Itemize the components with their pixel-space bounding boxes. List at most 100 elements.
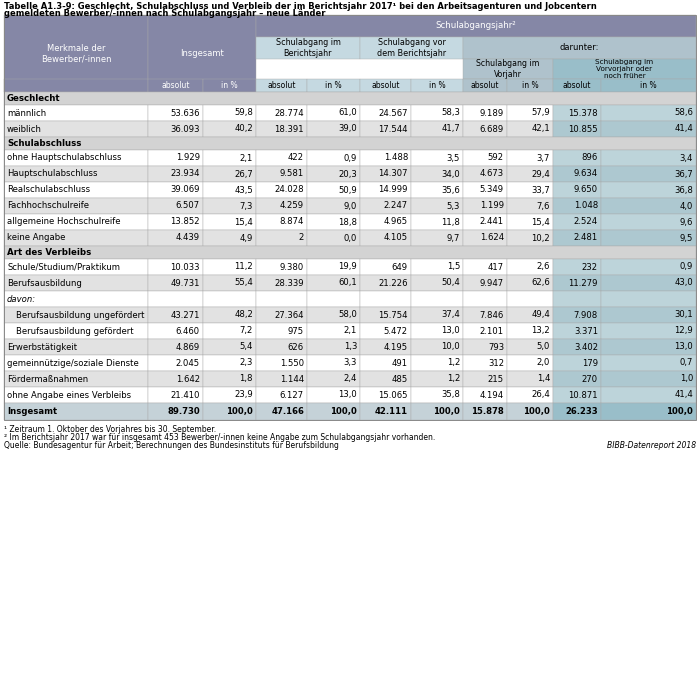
Bar bbox=[148, 307, 203, 323]
Bar bbox=[4, 259, 148, 275]
Bar bbox=[360, 355, 411, 371]
Text: 49.731: 49.731 bbox=[171, 279, 200, 288]
Text: 1.642: 1.642 bbox=[176, 374, 200, 384]
Bar bbox=[553, 275, 601, 291]
Text: 793: 793 bbox=[488, 342, 504, 351]
Bar bbox=[601, 387, 696, 403]
Bar bbox=[307, 403, 360, 420]
Text: 6.460: 6.460 bbox=[176, 326, 200, 335]
Bar bbox=[360, 105, 411, 121]
Bar bbox=[553, 230, 601, 246]
Bar bbox=[507, 166, 553, 182]
Text: 24.567: 24.567 bbox=[379, 108, 408, 118]
Text: 41,4: 41,4 bbox=[674, 391, 693, 400]
Text: 100,0: 100,0 bbox=[226, 407, 253, 416]
Bar bbox=[463, 198, 507, 214]
Text: 19,9: 19,9 bbox=[338, 262, 357, 272]
Bar bbox=[553, 105, 601, 121]
Bar bbox=[203, 323, 256, 339]
Text: 1,0: 1,0 bbox=[680, 374, 693, 384]
Bar bbox=[203, 275, 256, 291]
Text: Hauptschulabschluss: Hauptschulabschluss bbox=[7, 169, 97, 178]
Bar bbox=[148, 371, 203, 387]
Bar bbox=[553, 371, 601, 387]
Bar bbox=[507, 403, 553, 420]
Bar bbox=[463, 182, 507, 198]
Text: in %: in % bbox=[640, 81, 657, 90]
Text: 975: 975 bbox=[288, 326, 304, 335]
Bar bbox=[307, 121, 360, 137]
Bar bbox=[148, 182, 203, 198]
Text: 2,3: 2,3 bbox=[239, 358, 253, 368]
Text: 55,4: 55,4 bbox=[234, 279, 253, 288]
Bar bbox=[507, 387, 553, 403]
Text: 491: 491 bbox=[392, 358, 408, 368]
Text: 58,0: 58,0 bbox=[338, 311, 357, 319]
Bar bbox=[360, 121, 411, 137]
Bar bbox=[4, 275, 148, 291]
Text: 21.226: 21.226 bbox=[379, 279, 408, 288]
Bar bbox=[4, 246, 696, 259]
Text: 3.371: 3.371 bbox=[574, 326, 598, 335]
Text: 1,5: 1,5 bbox=[447, 262, 460, 272]
Bar bbox=[463, 59, 553, 79]
Bar bbox=[601, 79, 696, 92]
Bar bbox=[256, 355, 307, 371]
Text: 60,1: 60,1 bbox=[338, 279, 357, 288]
Bar bbox=[256, 291, 307, 307]
Text: ² Im Berichtsjahr 2017 war für insgesamt 453 Bewerber/-innen keine Angabe zum Sc: ² Im Berichtsjahr 2017 war für insgesamt… bbox=[4, 433, 435, 442]
Text: 13,0: 13,0 bbox=[674, 342, 693, 351]
Text: 3,3: 3,3 bbox=[344, 358, 357, 368]
Text: 0,9: 0,9 bbox=[680, 262, 693, 272]
Text: 5.349: 5.349 bbox=[480, 186, 504, 195]
Text: 2.524: 2.524 bbox=[574, 218, 598, 227]
Bar bbox=[4, 230, 148, 246]
Text: 1.144: 1.144 bbox=[280, 374, 304, 384]
Bar bbox=[360, 182, 411, 198]
Bar bbox=[307, 355, 360, 371]
Bar bbox=[203, 182, 256, 198]
Text: 34,0: 34,0 bbox=[441, 169, 460, 178]
Text: 15.754: 15.754 bbox=[379, 311, 408, 319]
Bar bbox=[360, 307, 411, 323]
Text: absolut: absolut bbox=[161, 81, 190, 90]
Bar bbox=[360, 230, 411, 246]
Text: Insgesamt: Insgesamt bbox=[180, 49, 224, 58]
Text: 9.634: 9.634 bbox=[574, 169, 598, 178]
Text: 33,7: 33,7 bbox=[531, 186, 550, 195]
Bar bbox=[148, 259, 203, 275]
Text: 18.391: 18.391 bbox=[274, 125, 304, 134]
Text: 28.339: 28.339 bbox=[274, 279, 304, 288]
Bar bbox=[507, 307, 553, 323]
Text: Fördermaßnahmen: Fördermaßnahmen bbox=[7, 374, 88, 384]
Bar bbox=[553, 214, 601, 230]
Bar bbox=[601, 323, 696, 339]
Bar bbox=[307, 387, 360, 403]
Bar bbox=[507, 259, 553, 275]
Bar bbox=[203, 198, 256, 214]
Bar bbox=[307, 371, 360, 387]
Bar bbox=[148, 105, 203, 121]
Bar bbox=[360, 150, 411, 166]
Text: 9,0: 9,0 bbox=[344, 202, 357, 211]
Text: 50,9: 50,9 bbox=[338, 186, 357, 195]
Text: 1.929: 1.929 bbox=[176, 153, 200, 162]
Text: Schulabgangsjahr²: Schulabgangsjahr² bbox=[435, 22, 517, 31]
Text: 4,0: 4,0 bbox=[680, 202, 693, 211]
Bar bbox=[148, 339, 203, 355]
Bar bbox=[203, 339, 256, 355]
Bar bbox=[507, 198, 553, 214]
Text: 232: 232 bbox=[582, 262, 598, 272]
Text: Erwerbstätigkeit: Erwerbstätigkeit bbox=[7, 342, 77, 351]
Bar bbox=[601, 214, 696, 230]
Bar bbox=[507, 323, 553, 339]
Text: 59,8: 59,8 bbox=[234, 108, 253, 118]
Bar bbox=[307, 323, 360, 339]
Text: 14.999: 14.999 bbox=[379, 186, 408, 195]
Text: 7,3: 7,3 bbox=[239, 202, 253, 211]
Bar bbox=[601, 275, 696, 291]
Text: 2.481: 2.481 bbox=[574, 234, 598, 242]
Text: 7,2: 7,2 bbox=[239, 326, 253, 335]
Bar bbox=[553, 182, 601, 198]
Text: 6.127: 6.127 bbox=[280, 391, 304, 400]
